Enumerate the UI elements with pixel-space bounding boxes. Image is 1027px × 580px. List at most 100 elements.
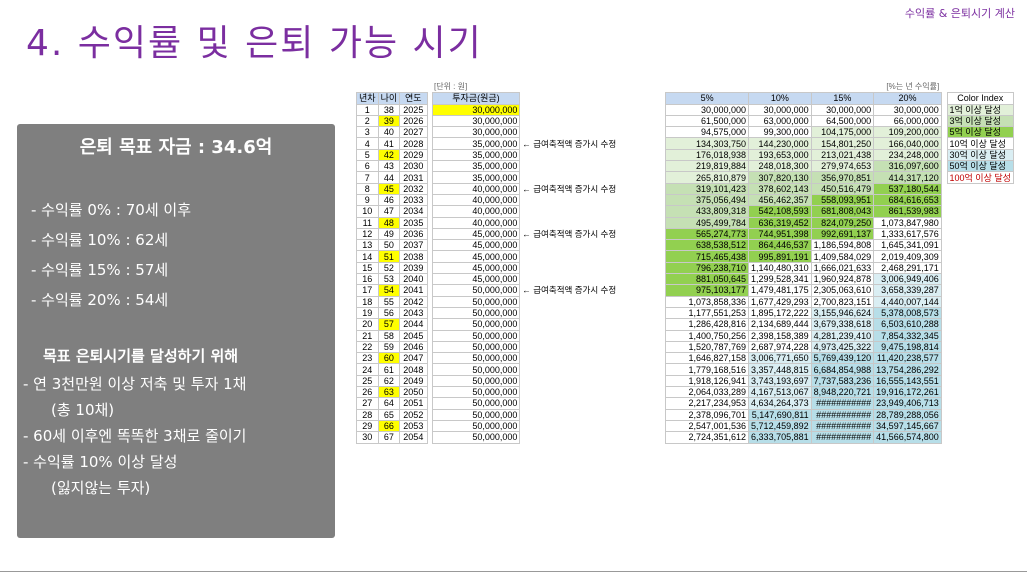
page-title: 4. 수익률 및 은퇴 가능 시기 [26, 23, 483, 64]
cell-year: 2037 [399, 239, 428, 252]
cell-15pct: 279,974,653 [810, 160, 875, 173]
empty-cell [623, 409, 666, 420]
empty-cell [947, 319, 1013, 330]
cell-20pct: 11,420,238,577 [873, 352, 942, 365]
cell-5pct: 796,238,710 [665, 261, 750, 275]
cell-10pct: 744,951,398 [748, 227, 812, 241]
cell-age: 64 [377, 397, 401, 410]
cell-20pct: 414,317,120 [873, 171, 942, 184]
cell-10pct: 2,398,158,389 [748, 329, 812, 342]
cell-15pct: 5,769,439,120 [810, 352, 875, 365]
table-row: 15 52 2039 45,000,000 796,238,710 1,140,480,3… [356, 261, 1014, 275]
cell-5pct: 1,918,126,941 [665, 374, 750, 388]
empty-cell [623, 82, 666, 93]
cell-year: 2025 [399, 103, 428, 116]
cell-note [520, 149, 623, 160]
cell-n: 25 [356, 374, 379, 388]
empty-cell [947, 217, 1013, 228]
cell-n: 16 [356, 273, 379, 286]
plan-title: 목표 은퇴시기를 달성하기 위해 [43, 347, 239, 365]
col-header-age: 나이 [377, 92, 401, 105]
cell-20pct: 41,566,574,800 [873, 431, 942, 444]
cell-20pct: 1,073,847,980 [873, 216, 942, 229]
cell-15pct: ########### [810, 408, 875, 421]
cell-note: ← 급여축적액 증가시 수정 [522, 183, 617, 194]
cell-15pct: 6,684,854,988 [810, 363, 875, 376]
empty-cell [623, 228, 666, 239]
cell-note [520, 409, 623, 420]
cell-5pct: 319,101,423 [665, 182, 750, 195]
empty-cell [378, 82, 400, 93]
cell-age: 60 [377, 352, 401, 365]
cell-10pct: 1,299,528,341 [748, 273, 812, 286]
empty-cell [947, 274, 1013, 285]
cell-note [520, 307, 623, 318]
empty-cell [623, 127, 666, 138]
cell-20pct: 316,097,600 [873, 160, 942, 173]
col-header-20pct: 20% [873, 92, 942, 105]
cell-5pct: 1,286,428,816 [665, 318, 750, 331]
empty-cell [623, 217, 666, 228]
plan-line: - 연 3천만원 이상 저축 및 투자 1채 [23, 375, 247, 393]
cell-n: 19 [356, 306, 379, 320]
cell-10pct: 5,147,690,811 [748, 408, 812, 421]
cell-invest: 45,000,000 [431, 239, 521, 252]
cell-n: 28 [356, 408, 379, 421]
cell-year: 2030 [399, 160, 428, 173]
color-index-item: 30억 이상 달성 [946, 148, 1014, 162]
col-header-10pct: 10% [748, 92, 812, 105]
cell-note [520, 353, 623, 364]
table-row: 18 55 2042 50,000,000 1,073,858,336 1,677,429… [356, 295, 1014, 308]
col-header-n: 년차 [356, 92, 379, 105]
empty-cell [947, 285, 1013, 296]
cell-10pct: 4,167,513,067 [748, 386, 812, 399]
empty-cell [623, 307, 666, 318]
section-tag: 수익률 & 은퇴시기 계산 [904, 7, 1015, 20]
cell-20pct: 16,555,143,551 [873, 374, 942, 388]
plan-line: (총 10채) [51, 401, 115, 419]
cell-invest: 45,000,000 [431, 227, 521, 241]
empty-cell [947, 183, 1013, 194]
cell-15pct: 4,281,239,410 [810, 329, 875, 342]
cell-note [520, 194, 623, 205]
cell-year: 2039 [399, 261, 428, 275]
cell-note [520, 375, 623, 386]
col-header-year: 연도 [399, 92, 428, 105]
cell-15pct: 1,666,021,633 [810, 261, 875, 275]
cell-age: 40 [377, 126, 401, 139]
empty-cell [623, 353, 666, 364]
cell-5pct: 30,000,000 [665, 103, 750, 116]
cell-15pct: 824,079,250 [810, 216, 875, 229]
cell-year: 2046 [399, 340, 428, 354]
cell-year: 2027 [399, 126, 428, 139]
cell-year: 2044 [399, 318, 428, 331]
rate-line-0: - 수익률 0% : 70세 이후 [31, 201, 191, 219]
cell-year: 2036 [399, 227, 428, 241]
cell-age: 41 [377, 137, 401, 150]
empty-cell [947, 262, 1013, 273]
color-index-item: 5억 이상 달성 [946, 126, 1014, 139]
cell-20pct: 4,440,007,144 [873, 295, 942, 308]
table-row: 11 48 2035 40,000,000 495,499,784 636,319,452… [356, 216, 1014, 229]
cell-n: 1 [356, 103, 379, 116]
cell-5pct: 2,547,001,536 [665, 419, 750, 433]
cell-invest: 50,000,000 [431, 363, 521, 376]
table-row: 16 53 2040 45,000,000 881,050,645 1,299,528,3… [356, 273, 1014, 286]
cell-age: 38 [377, 103, 401, 116]
table-row: 24 61 2048 50,000,000 1,779,168,516 3,357,448… [356, 363, 1014, 376]
table-row: 14 51 2038 45,000,000 715,465,438 995,891,191… [356, 250, 1014, 263]
empty-cell [400, 82, 427, 93]
cell-10pct: 144,230,000 [748, 137, 812, 150]
table-row: 8 45 2032 40,000,000 ← 급여축적액 증가시 수정 319,101,4… [356, 182, 1014, 195]
cell-year: 2032 [399, 182, 428, 195]
cell-5pct: 2,217,234,953 [665, 397, 750, 410]
cell-age: 67 [377, 431, 401, 444]
cell-n: 4 [356, 137, 379, 150]
cell-note [520, 172, 623, 183]
cell-10pct: 378,602,143 [748, 182, 812, 195]
cell-10pct: 99,300,000 [748, 126, 812, 139]
cell-n: 30 [356, 431, 379, 444]
empty-cell [623, 194, 666, 205]
cell-year: 2033 [399, 193, 428, 207]
cell-10pct: 193,653,000 [748, 148, 812, 162]
